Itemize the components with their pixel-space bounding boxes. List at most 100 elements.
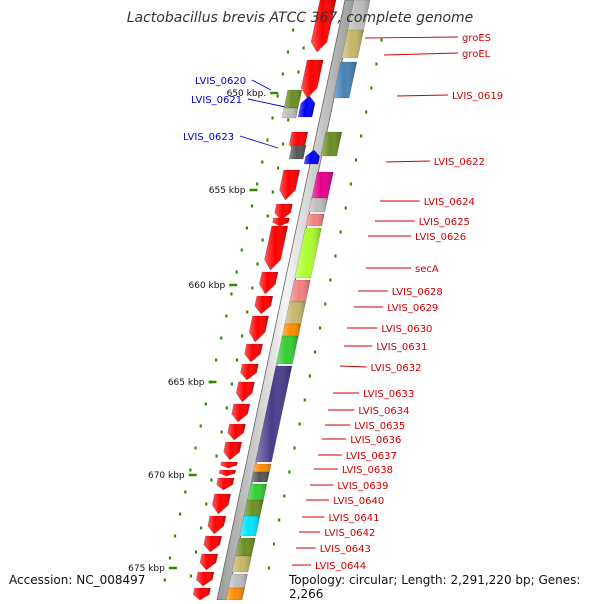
- gene-label-lvis_0634[interactable]: LVIS_0634: [358, 406, 409, 417]
- gene-label-lvis_0639[interactable]: LVIS_0639: [337, 481, 388, 492]
- forward-gene-arrow[interactable]: [272, 217, 290, 227]
- gene-label-lvis_0638[interactable]: LVIS_0638: [342, 465, 393, 476]
- gene-label-lvis_0624[interactable]: LVIS_0624: [424, 197, 475, 208]
- forward-gene-arrow[interactable]: [223, 441, 243, 461]
- mid-scale-dot: [287, 118, 290, 122]
- gene-label-lvis_0619[interactable]: LVIS_0619: [452, 91, 503, 102]
- gene-label-lvis_0625[interactable]: LVIS_0625: [419, 217, 470, 228]
- mid-scale-dot: [225, 406, 228, 410]
- reverse-gene-block[interactable]: [252, 463, 272, 473]
- gene-labels: groES groEL LVIS_0619 LVIS_0622 LVIS_0624 LVI…: [183, 33, 503, 572]
- inner-scale-dot: [375, 62, 378, 66]
- inner-scale-dot: [272, 542, 276, 546]
- forward-gene-arrow[interactable]: [196, 571, 215, 587]
- gene-label-lvis_0631[interactable]: LVIS_0631: [376, 342, 427, 353]
- minor-gene-feature[interactable]: [283, 89, 303, 109]
- gene-label-lvis_0623[interactable]: LVIS_0623: [183, 132, 234, 143]
- mid-scale-dot: [210, 478, 213, 482]
- gene-label-lvis_0635[interactable]: LVIS_0635: [354, 421, 405, 432]
- gene-label-seca[interactable]: secA: [415, 264, 439, 275]
- gene-label-lvis_0629[interactable]: LVIS_0629: [387, 303, 438, 314]
- gene-label-lvis_0641[interactable]: LVIS_0641: [328, 513, 379, 524]
- minor-gene-feature[interactable]: [288, 144, 307, 160]
- outer-scale-dot: [199, 424, 202, 428]
- reverse-gene-block[interactable]: [231, 555, 252, 573]
- inner-scale-dot: [349, 182, 352, 186]
- forward-gene-arrow[interactable]: [240, 363, 259, 381]
- forward-gene-arrow[interactable]: [218, 469, 237, 477]
- forward-gene-arrow[interactable]: [244, 343, 263, 363]
- inner-scale-dot: [359, 134, 363, 138]
- gene-label-lvis_0633[interactable]: LVIS_0633: [363, 389, 414, 400]
- mid-scale-dot: [220, 430, 223, 434]
- forward-gene-arrow[interactable]: [248, 315, 269, 343]
- gene-label-lvis_0632[interactable]: LVIS_0632: [370, 363, 421, 374]
- forward-gene-arrow[interactable]: [300, 59, 324, 99]
- outer-scale-dot: [204, 402, 207, 406]
- forward-gene-arrow[interactable]: [259, 271, 279, 295]
- forward-gene-arrow[interactable]: [207, 515, 227, 535]
- forward-gene-arrow[interactable]: [227, 423, 246, 441]
- gene-label-lvis_0621[interactable]: LVIS_0621: [191, 95, 242, 106]
- mid-scale-dot: [266, 214, 269, 218]
- reverse-gene-block[interactable]: [243, 499, 264, 519]
- mid-scale-dot: [189, 574, 193, 578]
- gene-label-lvis_0620[interactable]: LVIS_0620: [195, 76, 246, 87]
- forward-gene-arrow[interactable]: [203, 535, 223, 553]
- inner-scale-dot: [329, 278, 332, 282]
- mid-scale-dot: [246, 310, 249, 314]
- reverse-gene-block[interactable]: [305, 213, 325, 227]
- mid-scale-dot: [281, 142, 285, 146]
- forward-gene-arrow[interactable]: [220, 461, 238, 469]
- reverse-gene-block[interactable]: [308, 197, 329, 213]
- forward-gene-arrow[interactable]: [216, 477, 235, 491]
- gene-label-lvis_0626[interactable]: LVIS_0626: [415, 232, 466, 243]
- reverse-gene-block[interactable]: [250, 471, 270, 483]
- inner-scale-dot: [380, 38, 383, 42]
- gene-label-lvis_0640[interactable]: LVIS_0640: [333, 496, 384, 507]
- forward-gene-arrow[interactable]: [279, 169, 301, 201]
- outer-scale-dot: [240, 248, 243, 252]
- forward-gene-arrow[interactable]: [231, 403, 251, 423]
- forward-gene-arrow[interactable]: [199, 553, 219, 571]
- gene-label-lvis_0636[interactable]: LVIS_0636: [350, 435, 401, 446]
- gene-label-lvis_0642[interactable]: LVIS_0642: [324, 528, 375, 539]
- outer-scale-dot: [235, 270, 238, 274]
- gene-label-lvis_0643[interactable]: LVIS_0643: [320, 544, 371, 555]
- mid-scale-dot: [200, 526, 203, 530]
- outer-scale-dot: [189, 468, 192, 472]
- gene-label-lvis_0622[interactable]: LVIS_0622: [434, 157, 485, 168]
- mid-scale-dot: [276, 166, 280, 170]
- gene-label-lvis_0637[interactable]: LVIS_0637: [346, 451, 397, 462]
- gene-label-lvis_0630[interactable]: LVIS_0630: [381, 324, 432, 335]
- outer-scale-dot: [271, 116, 274, 120]
- outer-scale-dot: [225, 314, 228, 318]
- gene-label-groel[interactable]: groEL: [462, 49, 491, 60]
- forward-gene-arrow[interactable]: [192, 587, 211, 601]
- gene-leader-line: [251, 79, 272, 91]
- outer-scale-dot: [245, 226, 248, 230]
- gene-label-lvis_0644[interactable]: LVIS_0644: [315, 561, 366, 572]
- minor-gene-feature[interactable]: [281, 107, 299, 119]
- mid-scale-dot: [302, 46, 305, 50]
- outer-scale-dot: [266, 138, 269, 142]
- scale-tick-label: 665 kbp: [168, 378, 205, 388]
- gene-label-lvis_0628[interactable]: LVIS_0628: [392, 287, 443, 298]
- reverse-gene-block[interactable]: [246, 483, 268, 503]
- outer-scale-dot: [168, 556, 171, 560]
- forward-gene-arrow[interactable]: [264, 225, 289, 271]
- reverse-gene-block[interactable]: [225, 587, 245, 601]
- mid-scale-dot: [194, 550, 198, 554]
- forward-gene-arrow[interactable]: [254, 295, 274, 315]
- forward-gene-arrow[interactable]: [274, 203, 293, 221]
- reverse-gene-block[interactable]: [235, 537, 256, 557]
- forward-gene-arrow[interactable]: [211, 493, 231, 515]
- forward-gene-arrow[interactable]: [235, 381, 255, 403]
- forward-gene-arrow[interactable]: [310, 0, 337, 53]
- reverse-gene-block[interactable]: [228, 573, 248, 589]
- outer-scale-dot: [250, 204, 254, 208]
- gene-label-groes[interactable]: groES: [462, 33, 491, 44]
- outer-scale-dot: [184, 490, 187, 494]
- inner-scale-dot: [298, 422, 301, 426]
